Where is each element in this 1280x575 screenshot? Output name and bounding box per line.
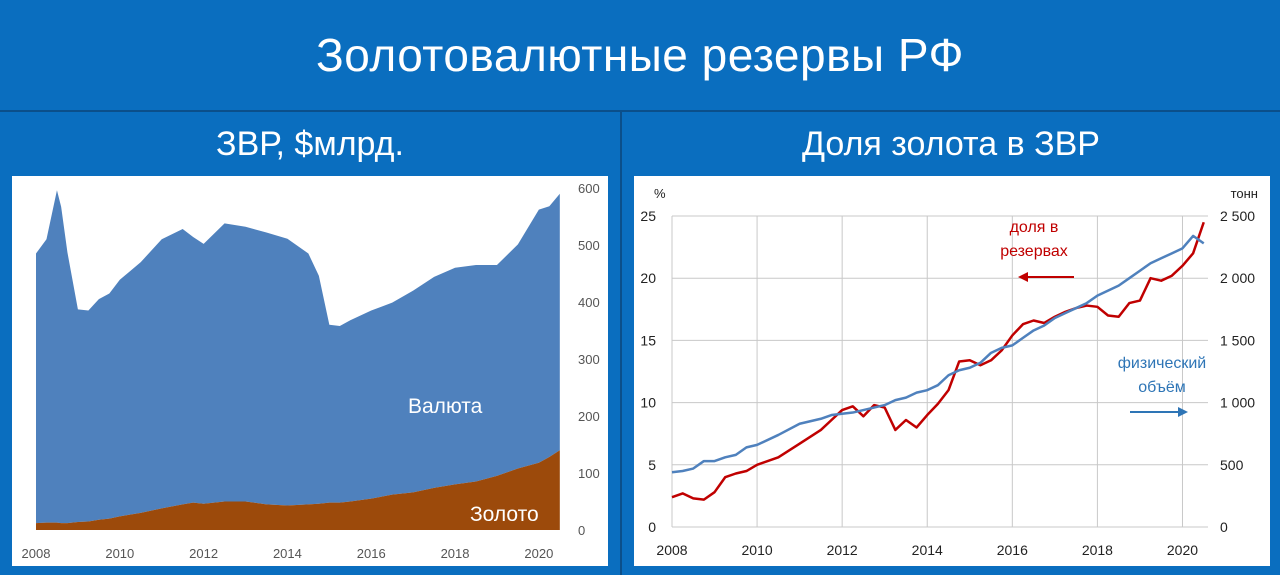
y-tick-label: 300 [578,352,600,367]
left-y-tick-label: 5 [648,457,656,473]
left-y-tick-label: 15 [640,332,656,348]
physical-arrow-head [1178,407,1188,417]
x-tick-label: 2012 [189,546,218,561]
y-tick-label: 200 [578,409,600,424]
x-tick-label: 2016 [357,546,386,561]
reserves-panel-title: ЗВР, $млрд. [216,124,404,163]
x-tick-label: 2020 [524,546,553,561]
title-bar [0,0,1280,112]
series-line-gold-share [671,221,1205,501]
right-axis-unit: тонн [1231,186,1258,201]
annotation-gold: Золото [470,503,539,526]
right-y-tick-label: 2 000 [1220,270,1255,286]
panel-divider [620,112,622,575]
gold-share-panel: Доля золота в ЗВР % тонн 0 5 10 15 20 25 0 500 1 0… [622,112,1280,575]
y-tick-label: 500 [578,238,600,253]
left-axis-unit: % [654,186,666,201]
annotation-physical-line2: объём [1138,379,1185,396]
x-tick-label: 2008 [656,542,687,558]
x-tick-label: 2010 [742,542,773,558]
right-y-tick-label: 0 [1220,519,1228,535]
left-y-tick-label: 10 [640,395,656,411]
x-tick-label: 2016 [997,542,1028,558]
right-y-tick-label: 500 [1220,457,1244,473]
x-tick-label: 2010 [105,546,134,561]
x-tick-label: 2014 [273,546,302,561]
left-y-tick-label: 0 [648,519,656,535]
left-y-tick-label: 25 [640,208,656,224]
share-arrow-head [1018,272,1028,282]
x-tick-label: 2020 [1167,542,1198,558]
y-tick-label: 0 [578,523,585,538]
gold-share-chart-box: % тонн 0 5 10 15 20 25 0 500 1 000 1 500 2 000 2 500 2… [634,176,1270,566]
annotation-share-line1: доля в [1010,219,1059,236]
annotation-share-line2: резервах [1000,243,1068,260]
series-area-gold [36,450,560,530]
page-title: Золотовалютные резервы РФ [316,29,964,81]
x-tick-label: 2018 [1082,542,1113,558]
gold-share-panel-title: Доля золота в ЗВР [802,124,1100,163]
x-tick-label: 2012 [827,542,858,558]
series-area-currency [36,190,560,524]
annotation-physical-line1: физический [1118,355,1206,372]
annotation-currency: Валюта [408,395,483,418]
y-tick-label: 600 [578,181,600,196]
reserves-chart-box: 0 100 200 300 400 500 600 2008 2010 2012 2014 2016 2… [12,176,608,566]
y-tick-label: 100 [578,466,600,481]
right-y-tick-label: 1 500 [1220,332,1255,348]
series-line-physical-volume [671,234,1205,474]
reserves-panel: ЗВР, $млрд. 0 100 200 300 400 500 600 2008 2010 2… [0,112,620,575]
x-tick-label: 2018 [441,546,470,561]
y-tick-label: 400 [578,295,600,310]
x-tick-label: 2008 [22,546,51,561]
right-y-tick-label: 1 000 [1220,395,1255,411]
reserves-area-chart: 0 100 200 300 400 500 600 2008 2010 2012 2014 2016 2… [22,181,600,561]
left-y-tick-label: 20 [640,270,656,286]
gold-share-line-chart: % тонн 0 5 10 15 20 25 0 500 1 000 1 500 2 000 2 500 2… [640,186,1258,558]
right-y-tick-label: 2 500 [1220,208,1255,224]
x-tick-label: 2014 [912,542,943,558]
